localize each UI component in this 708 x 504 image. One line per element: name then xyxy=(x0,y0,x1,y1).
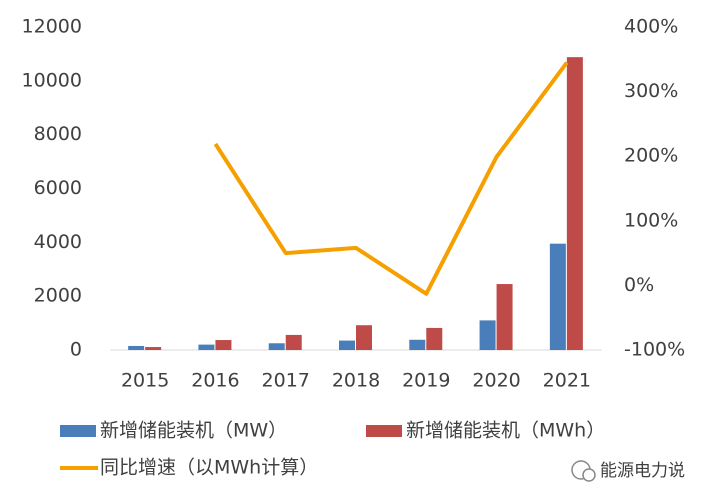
bar xyxy=(339,340,355,350)
x-tick-label: 2015 xyxy=(121,370,169,392)
y-tick-label: 0 xyxy=(70,339,82,361)
bar xyxy=(549,243,566,350)
legend-label: 新增储能装机（MWh） xyxy=(406,420,605,442)
bar xyxy=(215,340,232,350)
legend-swatch xyxy=(366,425,402,437)
y-tick-label: 2000 xyxy=(34,285,82,307)
bar xyxy=(496,284,513,350)
watermark-icon xyxy=(571,460,596,482)
legend-label: 新增储能装机（MW） xyxy=(100,420,287,442)
bar xyxy=(128,345,145,350)
y2-tick-label: 100% xyxy=(624,209,678,231)
y2-tick-label: 300% xyxy=(624,80,678,102)
legend-label: 同比增速（以MWh计算） xyxy=(100,457,318,479)
y-tick-label: 8000 xyxy=(34,123,82,145)
watermark: 能源电力说 xyxy=(600,461,685,481)
x-tick-label: 2019 xyxy=(402,370,450,392)
bar xyxy=(145,347,162,350)
bar xyxy=(198,344,215,350)
bar xyxy=(566,57,583,350)
y2-tick-label: 400% xyxy=(624,16,678,38)
x-tick-label: 2021 xyxy=(543,370,591,392)
bar xyxy=(426,327,443,350)
x-tick-label: 2016 xyxy=(191,370,239,392)
y2-tick-label: 0% xyxy=(624,274,654,296)
bar xyxy=(409,339,426,350)
line xyxy=(213,61,569,296)
y-tick-label: 10000 xyxy=(22,69,82,91)
y2-tick-label: 200% xyxy=(624,145,678,167)
bar xyxy=(479,320,496,350)
bar xyxy=(285,334,302,350)
y-tick-label: 6000 xyxy=(34,177,82,199)
y2-tick-label: -100% xyxy=(624,339,685,361)
bar xyxy=(268,343,285,350)
y-tick-label: 12000 xyxy=(22,16,82,38)
bar xyxy=(356,325,372,350)
x-tick-label: 2020 xyxy=(472,370,520,392)
x-tick-label: 2017 xyxy=(262,370,310,392)
x-tick-label: 2018 xyxy=(332,370,380,392)
legend-swatch xyxy=(60,425,96,437)
y-tick-label: 4000 xyxy=(34,231,82,253)
